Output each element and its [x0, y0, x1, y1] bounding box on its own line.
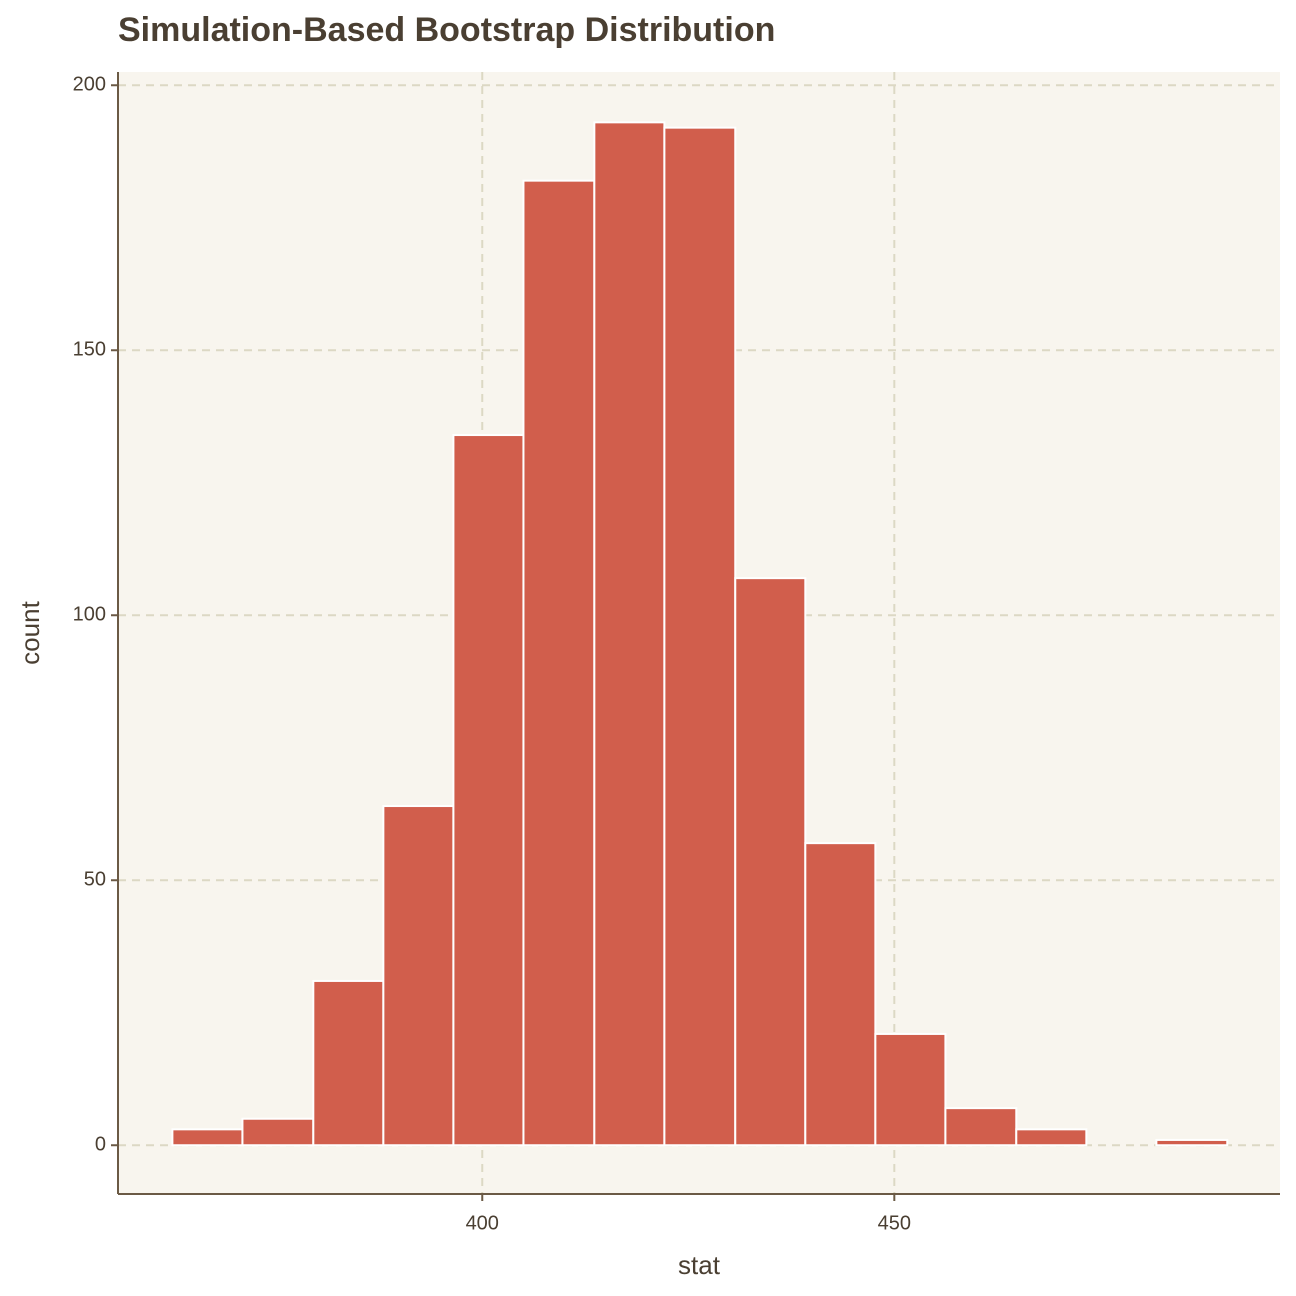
- x-tick-label: 450: [878, 1212, 911, 1234]
- bar: [312, 979, 385, 1147]
- y-tick-label: 150: [73, 339, 106, 361]
- y-tick-label: 100: [73, 604, 106, 626]
- bar: [734, 577, 807, 1147]
- bar: [663, 126, 737, 1147]
- bar: [944, 1107, 1018, 1147]
- x-tick-label: 400: [466, 1212, 499, 1234]
- bar: [593, 121, 666, 1147]
- y-tick-label: 200: [73, 74, 106, 96]
- bar: [452, 434, 525, 1147]
- bar: [522, 179, 596, 1147]
- bar: [874, 1032, 947, 1147]
- y-tick-label: 50: [84, 869, 106, 891]
- y-tick-label: 0: [95, 1134, 106, 1156]
- y-axis-title: count: [15, 600, 45, 664]
- bar: [241, 1117, 315, 1147]
- bar: [171, 1128, 244, 1147]
- bar: [382, 805, 455, 1147]
- x-axis-title: stat: [678, 1250, 721, 1280]
- bar: [1015, 1128, 1088, 1147]
- bar: [804, 842, 877, 1147]
- chart-title: Simulation-Based Bootstrap Distribution: [118, 11, 775, 49]
- bar: [1155, 1138, 1229, 1147]
